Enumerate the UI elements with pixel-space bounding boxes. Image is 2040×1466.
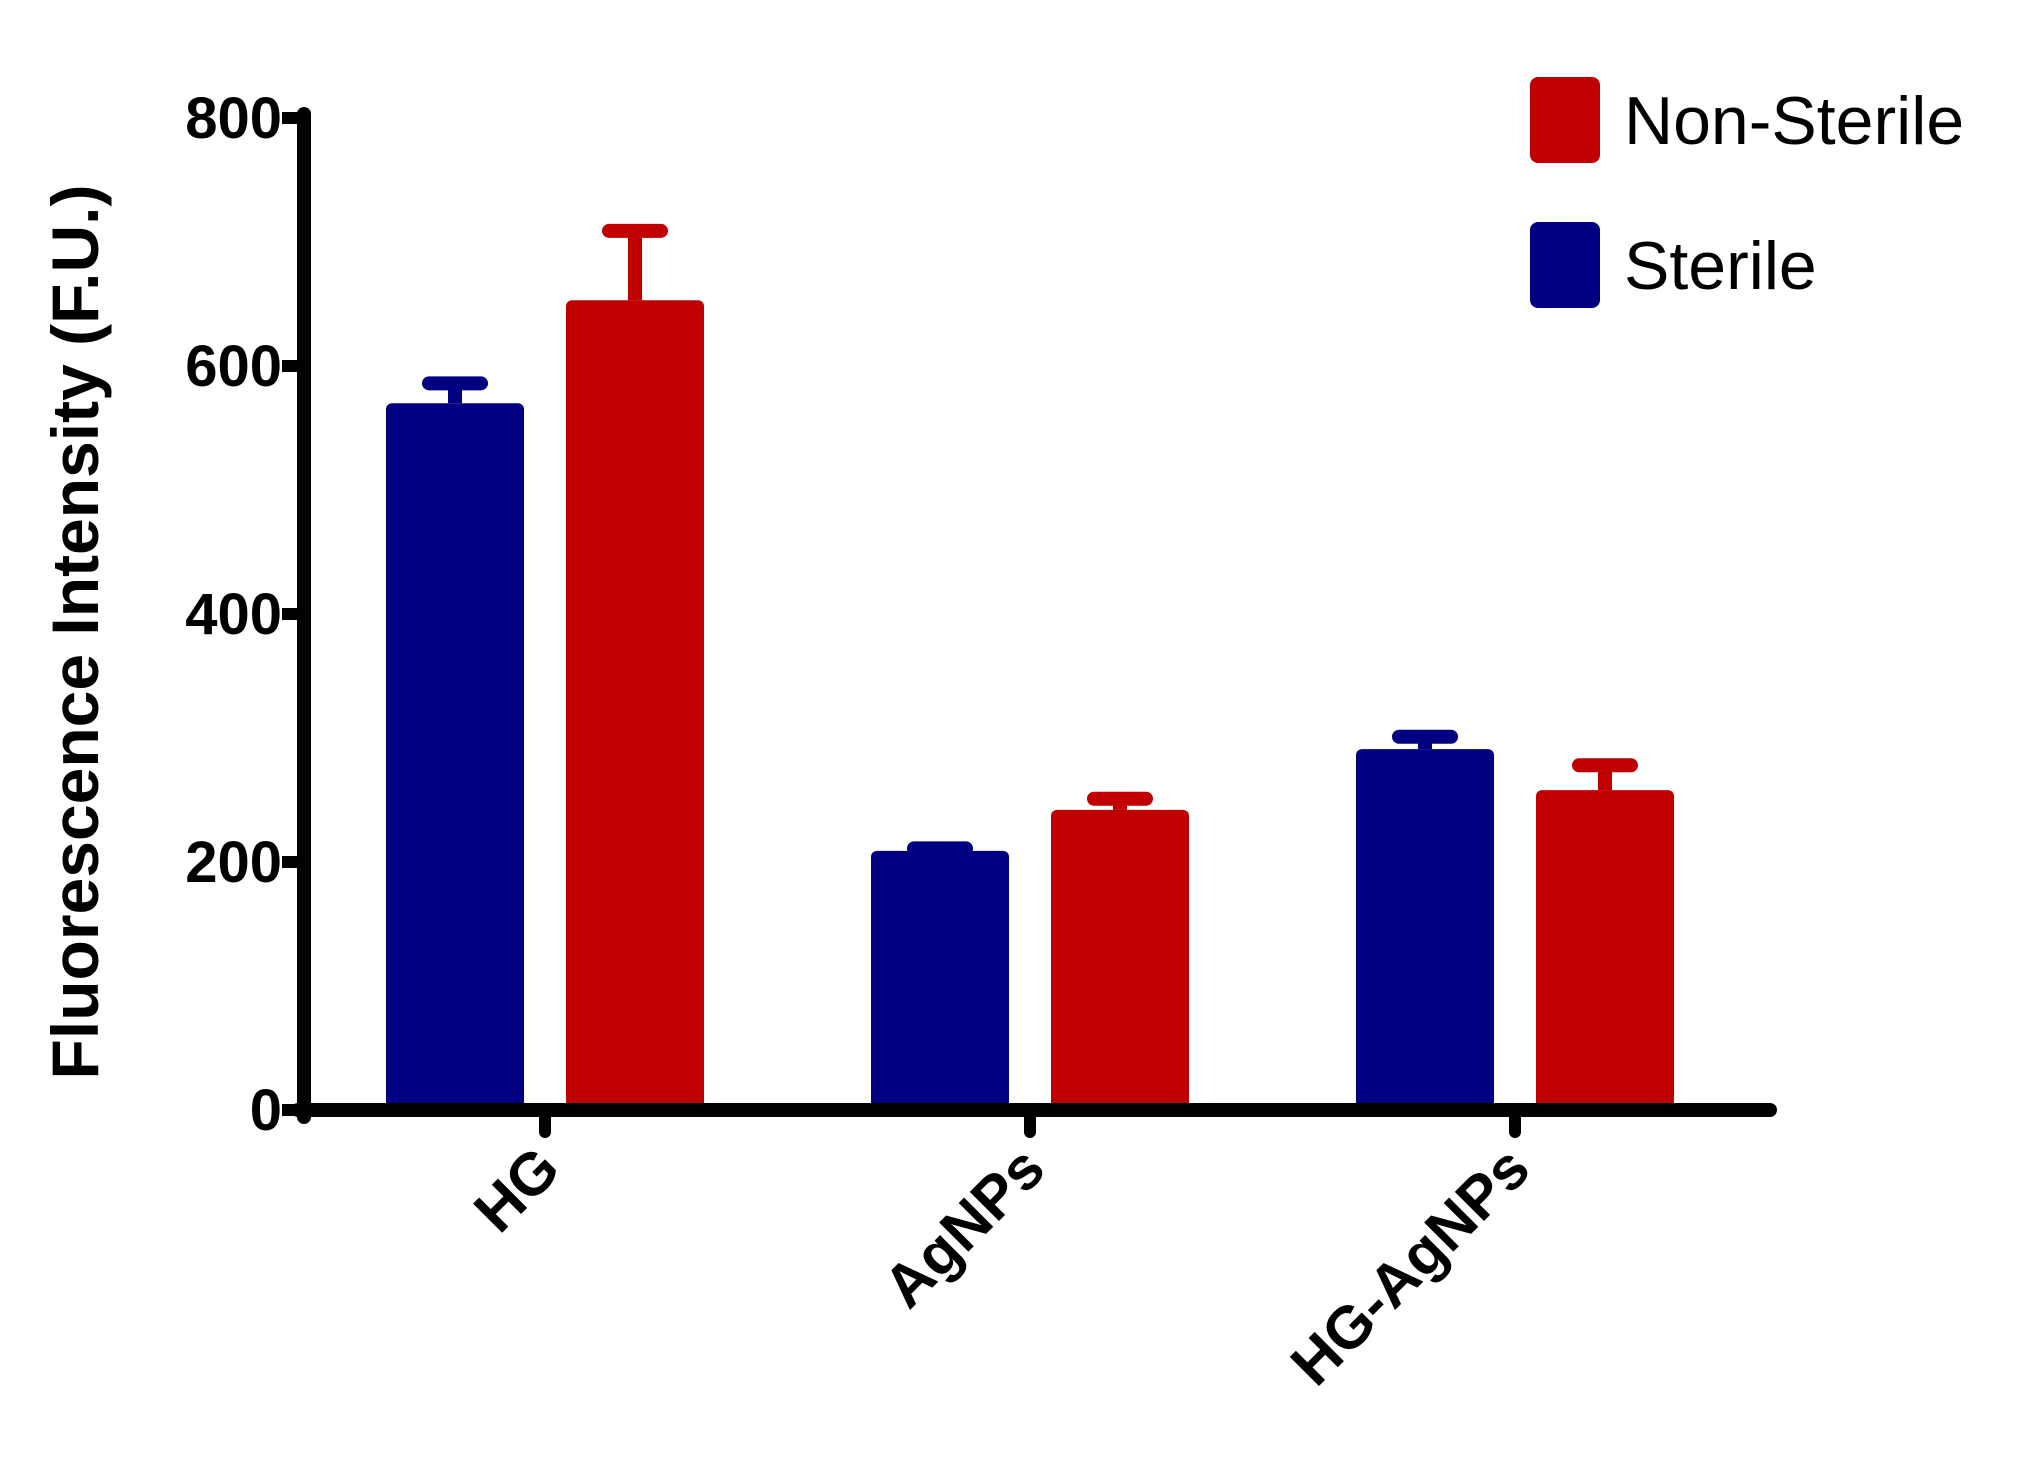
error-bars-layer — [422, 223, 1638, 856]
y-tick-label-800: 800 — [185, 86, 282, 151]
x-tick-label-hg: HG — [461, 1134, 572, 1245]
bar-non-sterile-hg — [566, 300, 704, 1110]
x-tick-label-agnps: AgNPs — [871, 1134, 1057, 1320]
x-tick-label-hg-agnps: HG-AgNPs — [1278, 1134, 1542, 1398]
legend-label-sterile: Sterile — [1624, 228, 1817, 304]
bars-layer — [386, 300, 1674, 1110]
bar-non-sterile-hg-agnps — [1536, 790, 1674, 1110]
legend-swatch-non-sterile — [1530, 77, 1600, 163]
y-tick-label-600: 600 — [185, 334, 282, 399]
bar-sterile-hg-agnps — [1356, 749, 1494, 1110]
legend-label-non-sterile: Non-Sterile — [1624, 83, 1964, 159]
y-tick-label-200: 200 — [185, 830, 282, 895]
y-tick-label-0: 0 — [250, 1078, 282, 1143]
bar-sterile-agnps — [871, 850, 1009, 1110]
bar-non-sterile-agnps — [1051, 809, 1189, 1110]
legend: Non-Sterile Sterile — [1530, 77, 1964, 308]
y-tick-label-400: 400 — [185, 582, 282, 647]
legend-swatch-sterile — [1530, 222, 1600, 308]
bar-sterile-hg — [386, 403, 524, 1110]
y-axis-title: Fluorescence Intensity (F.U.) — [38, 185, 112, 1080]
axes-layer — [282, 107, 1777, 1138]
